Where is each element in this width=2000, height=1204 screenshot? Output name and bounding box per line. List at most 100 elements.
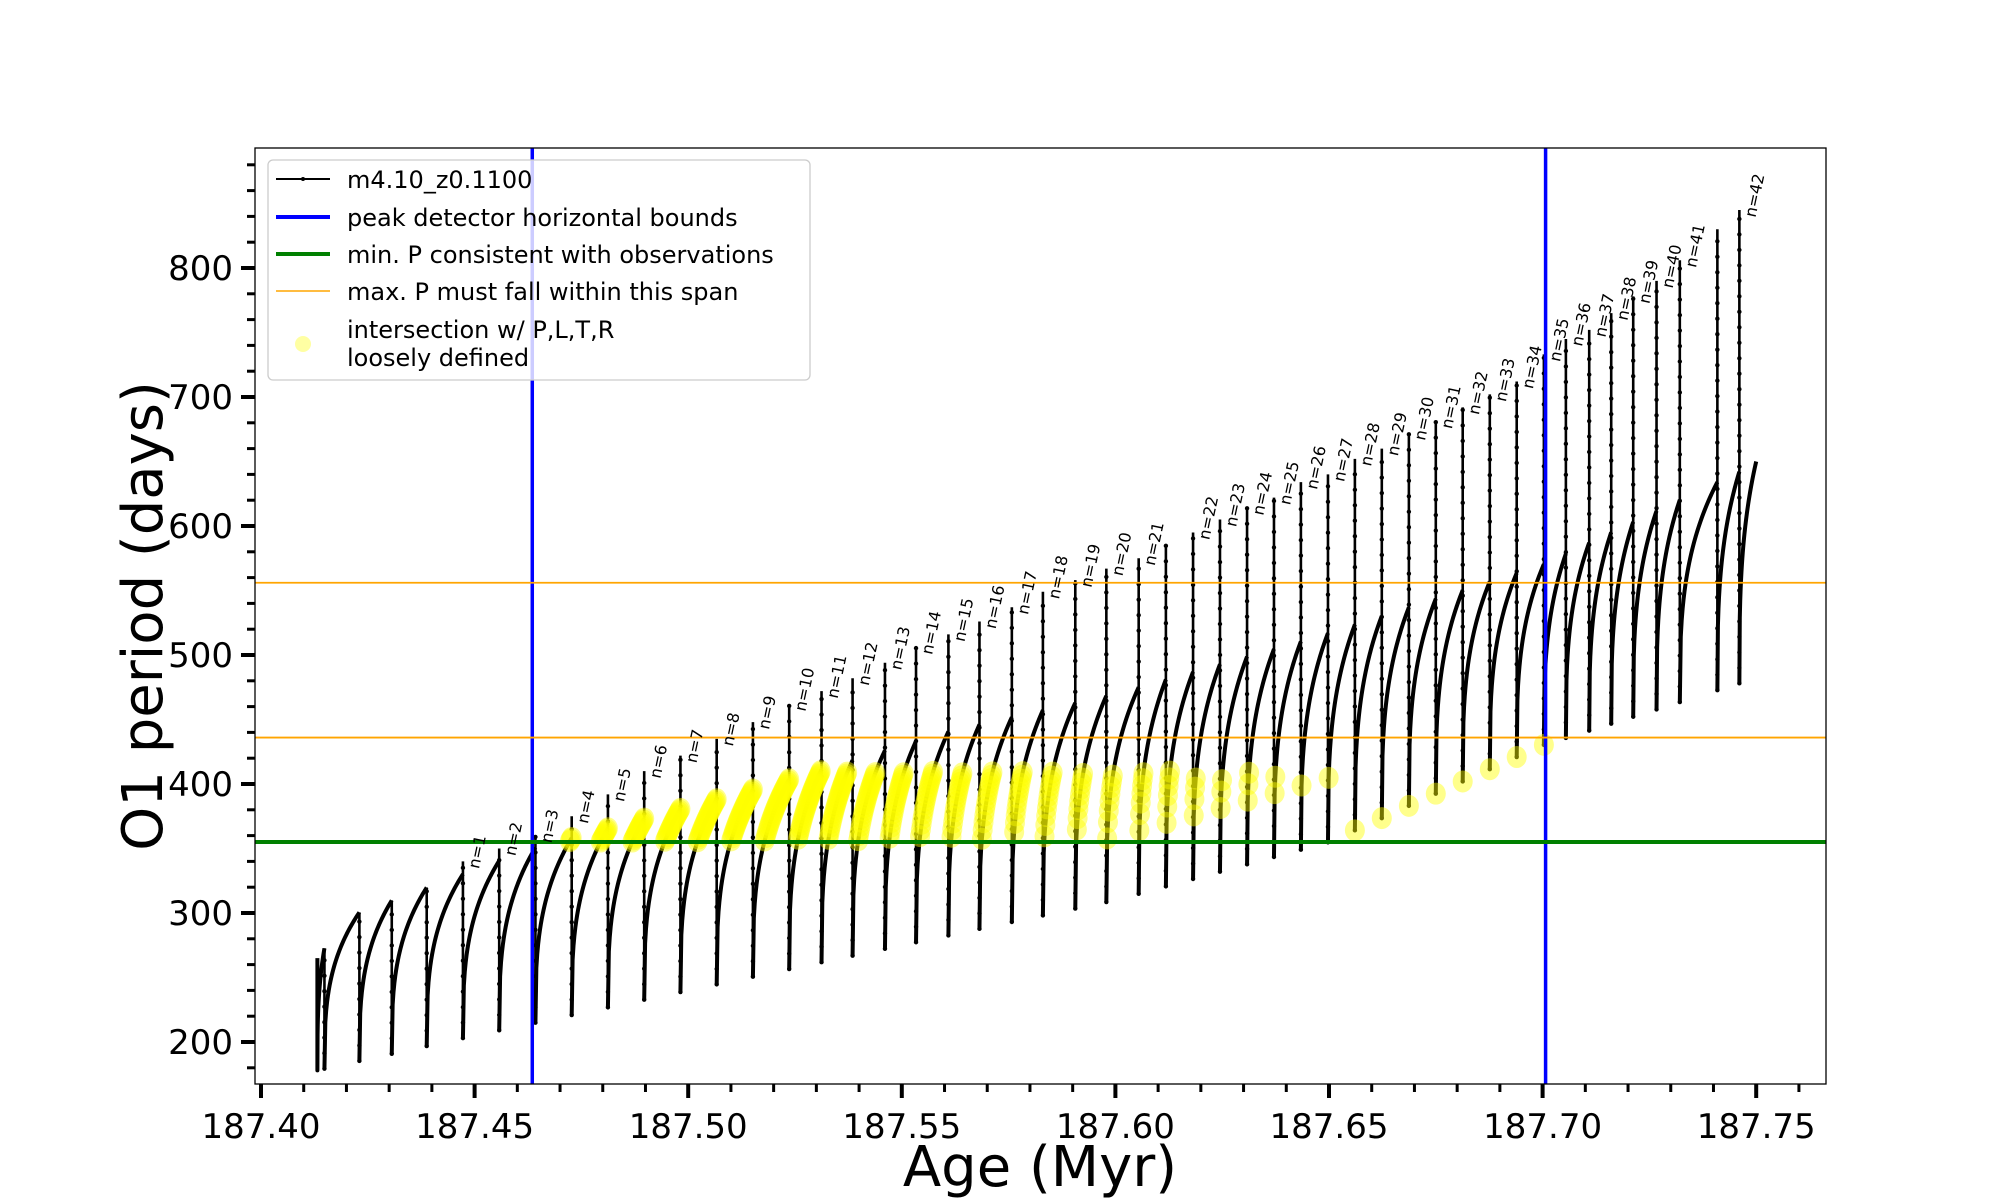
- series-point: [946, 793, 951, 799]
- series-point: [819, 851, 824, 857]
- series-point: [1487, 596, 1492, 602]
- intersection-marker: [627, 819, 648, 842]
- series-point: [1009, 610, 1015, 615]
- intersection-marker: [741, 781, 762, 804]
- series-point: [389, 912, 394, 917]
- series-point: [977, 663, 982, 668]
- intersection-marker: [863, 766, 884, 789]
- legend-swatch-series-dot: [301, 177, 305, 181]
- intersection-marker: [1005, 804, 1026, 827]
- intersection-marker: [825, 795, 846, 818]
- series-point: [357, 934, 362, 940]
- intersection-marker: [883, 802, 904, 825]
- intersection-marker: [853, 799, 874, 822]
- series-point: [605, 803, 611, 809]
- series-point: [1298, 739, 1304, 744]
- series-point: [1406, 617, 1412, 623]
- axes: 187.40 187.45 187.50 187.55 187.60 187.65 187.…: [168, 163, 1816, 1147]
- intersection-marker: [946, 790, 967, 813]
- series-point: [641, 858, 647, 863]
- series-point: [1514, 538, 1519, 543]
- intersection-marker: [1036, 804, 1057, 827]
- y-axis-label: O1 period (days): [111, 381, 176, 851]
- series-point: [1244, 506, 1250, 511]
- series-point: [1406, 586, 1412, 592]
- series-point: [460, 943, 466, 948]
- intersection-marker: [732, 798, 753, 821]
- series-point: [1677, 390, 1683, 395]
- series-point: [1631, 435, 1636, 441]
- series-point: [1406, 494, 1412, 499]
- intersection-marker: [800, 784, 821, 807]
- series-point: [1040, 773, 1046, 779]
- series-point: [1379, 552, 1385, 558]
- series-point: [786, 703, 792, 709]
- intersection-marker: [696, 807, 717, 830]
- series-point: [1271, 684, 1277, 689]
- y-tick-label: 200: [168, 1023, 233, 1063]
- series-cycle: [1541, 553, 1568, 745]
- series-point: [1677, 545, 1683, 550]
- intersection-marker: [795, 799, 816, 822]
- series-point: [786, 858, 792, 863]
- series-point: [1190, 644, 1196, 649]
- series-cycle: [977, 716, 1014, 929]
- series-point: [533, 881, 538, 886]
- series-point: [1654, 567, 1659, 573]
- spike-label: n=7: [682, 728, 708, 765]
- intersection-marker: [693, 815, 714, 838]
- series-point: [1073, 720, 1078, 726]
- series-point: [1563, 472, 1569, 478]
- series-point: [1298, 661, 1304, 667]
- series-cycle: [787, 768, 824, 970]
- intersection-marker: [631, 812, 652, 835]
- series-point: [1609, 427, 1614, 432]
- series-point: [1587, 418, 1592, 424]
- intersection-marker: [626, 822, 647, 845]
- intersection-marker: [561, 826, 582, 849]
- intersection-marker: [759, 814, 780, 837]
- series-point: [1715, 378, 1720, 383]
- series-point: [322, 989, 327, 994]
- series-point: [1104, 775, 1109, 781]
- series-point: [678, 757, 683, 763]
- intersection-marker: [633, 809, 654, 832]
- series-point: [1654, 397, 1659, 402]
- series-point: [1325, 530, 1331, 535]
- series-point: [1163, 621, 1169, 626]
- intersection-marker: [918, 775, 939, 798]
- series-point: [1136, 674, 1141, 680]
- series-point: [1325, 607, 1331, 613]
- intersection-marker: [788, 827, 809, 850]
- series-point: [1009, 811, 1015, 816]
- series-point: [1677, 343, 1683, 349]
- series-point: [1677, 591, 1683, 596]
- series-point: [850, 705, 855, 711]
- intersection-marker: [859, 778, 880, 801]
- series-point: [913, 831, 919, 837]
- spike-label: n=12: [854, 640, 882, 687]
- series-cycle: [1217, 655, 1249, 872]
- series-point: [977, 756, 982, 761]
- series-point: [1609, 334, 1614, 339]
- intersection-marker: [768, 790, 789, 813]
- series-point: [1406, 525, 1412, 530]
- intersection-marker: [835, 765, 856, 788]
- series-point: [1271, 514, 1277, 519]
- intersection-marker: [1185, 767, 1206, 790]
- series-cycle: [1040, 701, 1078, 916]
- series-cycle: [1631, 510, 1659, 717]
- series-point: [1737, 387, 1742, 392]
- series-point: [714, 858, 719, 863]
- x-tick-label: 187.40: [202, 1107, 321, 1147]
- intersection-marker: [830, 780, 851, 803]
- intersection-marker: [1479, 758, 1500, 781]
- intersection-marker: [658, 821, 679, 844]
- intersection-marker: [1318, 766, 1339, 789]
- intersection-marker: [893, 762, 914, 785]
- series-point: [1040, 727, 1046, 732]
- series-point: [1715, 440, 1720, 445]
- series-point: [1217, 699, 1223, 704]
- series-point: [1104, 745, 1109, 750]
- intersection-marker: [1211, 780, 1232, 803]
